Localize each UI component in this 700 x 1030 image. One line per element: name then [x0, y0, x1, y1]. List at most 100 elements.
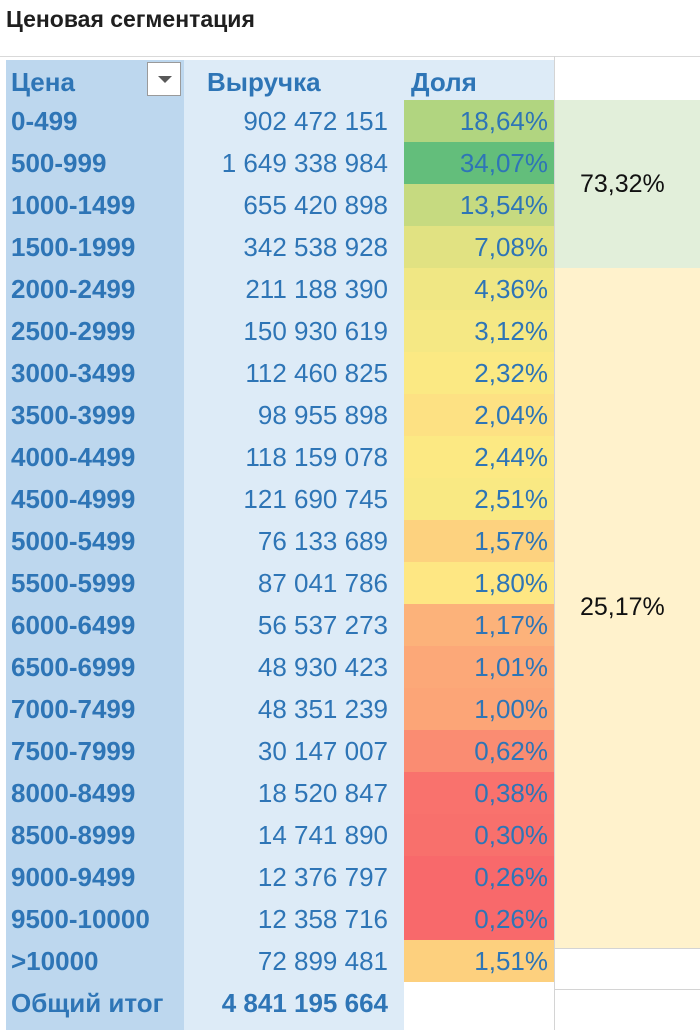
share-cell: 0,38% [404, 772, 554, 814]
table-row: 5500-5999 87 041 786 1,80% [0, 562, 554, 604]
table-row: >10000 72 899 481 1,51% [0, 940, 554, 982]
price-range-cell: 5500-5999 [11, 568, 136, 598]
price-range-cell: 8000-8499 [11, 778, 136, 808]
price-range-cell: 500-999 [11, 148, 107, 178]
price-range-cell: 1500-1999 [11, 232, 136, 262]
price-range-cell: 6000-6499 [11, 610, 136, 640]
price-range-cell: 5000-5499 [11, 526, 136, 556]
header-price[interactable]: Цена [11, 67, 75, 97]
table-row: 500-999 1 649 338 984 34,07% [0, 142, 554, 184]
filter-dropdown-button[interactable] [147, 62, 181, 96]
gridline [554, 56, 555, 1030]
revenue-cell: 112 460 825 [245, 358, 388, 388]
revenue-cell: 118 159 078 [245, 442, 388, 472]
share-cell: 0,30% [404, 814, 554, 856]
table-row: 7000-7499 48 351 239 1,00% [0, 688, 554, 730]
share-cell: 4,36% [404, 268, 554, 310]
pivot-sheet: Цена Выручка Доля 73,32% 25,17% 0-499 902… [0, 56, 700, 1030]
share-cell: 2,32% [404, 352, 554, 394]
table-row: 6500-6999 48 930 423 1,01% [0, 646, 554, 688]
share-cell: 3,12% [404, 310, 554, 352]
share-cell: 2,51% [404, 478, 554, 520]
share-cell: 1,01% [404, 646, 554, 688]
gridline [0, 56, 700, 57]
table-row: 3000-3499 112 460 825 2,32% [0, 352, 554, 394]
share-cell: 0,26% [404, 856, 554, 898]
header-revenue[interactable]: Выручка [207, 67, 321, 97]
table-row: 4500-4999 121 690 745 2,51% [0, 478, 554, 520]
revenue-cell: 655 420 898 [243, 190, 388, 220]
header-share[interactable]: Доля [411, 67, 477, 97]
segment-share-value: 73,32% [580, 170, 665, 198]
share-cell: 1,80% [404, 562, 554, 604]
price-range-cell: >10000 [11, 946, 99, 976]
revenue-cell: 14 741 890 [257, 820, 388, 850]
total-revenue: 4 841 195 664 [221, 988, 388, 1018]
price-range-cell: 7500-7999 [11, 736, 136, 766]
revenue-cell: 211 188 390 [245, 274, 388, 304]
table-row: 6000-6499 56 537 273 1,17% [0, 604, 554, 646]
share-cell: 1,51% [404, 940, 554, 982]
table-row: 2000-2499 211 188 390 4,36% [0, 268, 554, 310]
revenue-cell: 48 930 423 [257, 652, 388, 682]
table-row: 4000-4499 118 159 078 2,44% [0, 436, 554, 478]
sheet-title: Ценовая сегментация [6, 6, 255, 32]
price-range-cell: 4000-4499 [11, 442, 136, 472]
table-row: 1000-1499 655 420 898 13,54% [0, 184, 554, 226]
table-row: 8500-8999 14 741 890 0,30% [0, 814, 554, 856]
revenue-cell: 342 538 928 [243, 232, 388, 262]
price-range-cell: 9500-10000 [11, 904, 150, 934]
revenue-cell: 150 930 619 [243, 316, 388, 346]
share-header-background [404, 60, 554, 100]
gridline [554, 989, 700, 990]
revenue-cell: 1 649 338 984 [221, 148, 388, 178]
share-cell: 1,00% [404, 688, 554, 730]
revenue-cell: 30 147 007 [257, 736, 388, 766]
price-range-cell: 2000-2499 [11, 274, 136, 304]
table-row: 9500-10000 12 358 716 0,26% [0, 898, 554, 940]
share-cell: 1,57% [404, 520, 554, 562]
revenue-cell: 48 351 239 [257, 694, 388, 724]
share-cell: 1,17% [404, 604, 554, 646]
revenue-cell: 12 376 797 [257, 862, 388, 892]
revenue-cell: 18 520 847 [257, 778, 388, 808]
revenue-cell: 902 472 151 [243, 106, 388, 136]
price-range-cell: 9000-9499 [11, 862, 136, 892]
segment-block-top: 73,32% [554, 100, 700, 268]
table-row: 9000-9499 12 376 797 0,26% [0, 856, 554, 898]
share-cell: 0,62% [404, 730, 554, 772]
revenue-cell: 12 358 716 [257, 904, 388, 934]
price-range-cell: 8500-8999 [11, 820, 136, 850]
segment-block-rest: 25,17% [554, 268, 700, 948]
total-row: Общий итог 4 841 195 664 [0, 982, 554, 1024]
share-cell: 13,54% [404, 184, 554, 226]
table-row: 1500-1999 342 538 928 7,08% [0, 226, 554, 268]
revenue-cell: 76 133 689 [257, 526, 388, 556]
price-range-cell: 7000-7499 [11, 694, 136, 724]
table-row: 8000-8499 18 520 847 0,38% [0, 772, 554, 814]
price-range-cell: 4500-4999 [11, 484, 136, 514]
price-range-cell: 1000-1499 [11, 190, 136, 220]
total-label: Общий итог [11, 988, 164, 1018]
table-row: 2500-2999 150 930 619 3,12% [0, 310, 554, 352]
price-range-cell: 3000-3499 [11, 358, 136, 388]
revenue-cell: 72 899 481 [257, 946, 388, 976]
table-row: 3500-3999 98 955 898 2,04% [0, 394, 554, 436]
price-range-cell: 2500-2999 [11, 316, 136, 346]
gridline [554, 948, 700, 949]
revenue-column-background [184, 60, 404, 1030]
share-cell: 7,08% [404, 226, 554, 268]
price-column-background [6, 60, 184, 1030]
table-row: 5000-5499 76 133 689 1,57% [0, 520, 554, 562]
price-range-cell: 6500-6999 [11, 652, 136, 682]
table-row: 7500-7999 30 147 007 0,62% [0, 730, 554, 772]
revenue-cell: 121 690 745 [243, 484, 388, 514]
price-range-cell: 3500-3999 [11, 400, 136, 430]
chevron-down-icon [158, 76, 172, 83]
revenue-cell: 98 955 898 [257, 400, 388, 430]
share-cell: 2,04% [404, 394, 554, 436]
table-row: 0-499 902 472 151 18,64% [0, 100, 554, 142]
share-cell: 34,07% [404, 142, 554, 184]
share-cell: 2,44% [404, 436, 554, 478]
segment-share-value: 25,17% [580, 593, 665, 621]
